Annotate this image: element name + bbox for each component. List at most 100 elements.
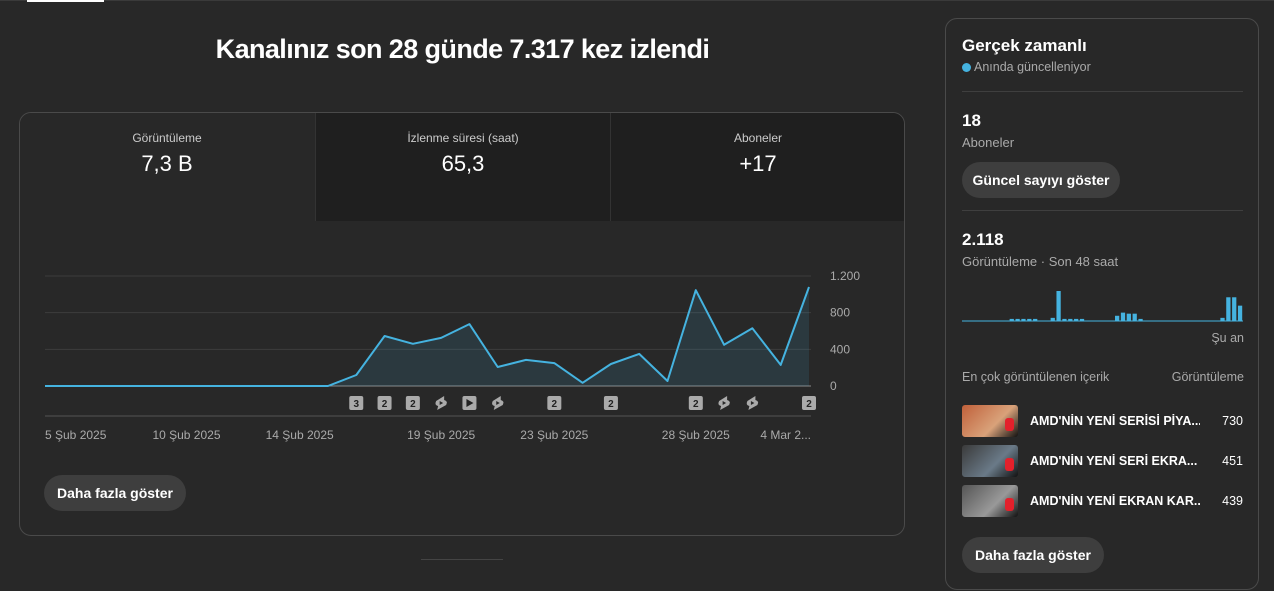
- item-views: 451: [1222, 454, 1243, 468]
- top-item[interactable]: AMD'NİN YENİ SERİSİ PİYA... 730: [962, 405, 1243, 437]
- hour-bar: [1120, 312, 1126, 321]
- hour-bar: [1009, 318, 1014, 321]
- hour-bar: [1015, 318, 1020, 321]
- top-item[interactable]: AMD'NİN YENİ SERİ EKRA... 451: [962, 445, 1243, 477]
- more-button[interactable]: Daha fazla göster: [962, 537, 1104, 573]
- top-heading: En çok görüntülenen içerik: [962, 370, 1110, 384]
- shorts-play: [439, 401, 444, 405]
- publish-marker[interactable]: 2: [603, 396, 618, 410]
- publish-marker[interactable]: [718, 396, 730, 410]
- hour-bar: [1074, 318, 1079, 321]
- hourly-chart: [962, 291, 1243, 322]
- x-tick-label: 19 Şub 2025: [407, 428, 475, 442]
- publish-marker[interactable]: [435, 396, 447, 410]
- marker-count: 2: [693, 399, 699, 410]
- separator: [962, 91, 1243, 92]
- metric-label: Aboneler: [733, 131, 783, 145]
- publish-marker[interactable]: 2: [377, 396, 392, 410]
- metric-value: +17: [739, 151, 777, 176]
- x-tick-label: 5 Şub 2025: [45, 428, 107, 442]
- item-title: AMD'NİN YENİ EKRAN KAR...: [1030, 494, 1200, 508]
- realtime-panel: Gerçek zamanlı Anında güncelleniyor 18 A…: [945, 18, 1259, 590]
- hour-bar: [1068, 318, 1073, 321]
- hour-bar: [1232, 297, 1237, 321]
- subscriber-label: Aboneler: [962, 135, 1015, 150]
- y-tick-label: 0: [830, 379, 837, 393]
- y-tick-label: 1.200: [830, 269, 860, 283]
- marker-badge: [603, 396, 618, 410]
- hour-bar: [1115, 315, 1120, 321]
- marker-count: 2: [806, 399, 812, 410]
- item-title: AMD'NİN YENİ SERİ EKRA...: [1030, 454, 1198, 468]
- thumbnail: [962, 445, 1018, 477]
- x-tick-label: 14 Şub 2025: [266, 428, 334, 442]
- metrics-card: Görüntüleme 7,3 B İzlenme süresi (saat) …: [19, 112, 905, 536]
- hour-bar: [1027, 318, 1032, 321]
- metric-tab[interactable]: İzlenme süresi (saat) 65,3: [315, 113, 610, 221]
- marker-count: 2: [410, 399, 416, 410]
- area: [45, 287, 809, 386]
- publish-marker[interactable]: 2: [547, 396, 562, 410]
- item-title: AMD'NİN YENİ SERİSİ PİYA...: [1030, 414, 1200, 428]
- more-button[interactable]: Daha fazla göster: [44, 475, 186, 511]
- marker-count: 3: [353, 399, 359, 410]
- separator: [962, 210, 1243, 211]
- item-views: 730: [1222, 414, 1243, 428]
- shorts-badge: [1005, 498, 1014, 511]
- metric-value: 65,3: [441, 151, 485, 176]
- hour-bar: [1226, 297, 1231, 321]
- thumbnail: [962, 405, 1018, 437]
- top-item[interactable]: AMD'NİN YENİ EKRAN KAR... 439: [962, 485, 1243, 517]
- hour-bar: [1132, 313, 1137, 321]
- shorts-play: [750, 401, 755, 405]
- hour-bar: [1056, 291, 1061, 321]
- publish-marker[interactable]: 2: [802, 396, 816, 410]
- hour-bar: [1138, 318, 1143, 321]
- marker-badge: [547, 396, 562, 410]
- top-metric: Görüntüleme: [1171, 370, 1244, 384]
- marker-badge: [802, 396, 816, 410]
- marker-count: 2: [382, 399, 388, 410]
- publish-marker[interactable]: 2: [405, 396, 420, 410]
- marker-badge: [405, 396, 420, 410]
- x-tick-label: 23 Şub 2025: [520, 428, 588, 442]
- status: Anında güncelleniyor: [974, 60, 1091, 74]
- shorts-badge: [1005, 418, 1014, 431]
- metric-tab[interactable]: Aboneler +17: [610, 113, 904, 221]
- views-count: 2.118: [962, 230, 1004, 249]
- y-tick-label: 800: [830, 306, 850, 320]
- hour-bar: [1126, 313, 1131, 321]
- play-icon: [466, 399, 474, 407]
- item-views: 439: [1222, 494, 1243, 508]
- x-tick-label: 4 Mar 2...: [760, 428, 811, 442]
- publish-marker[interactable]: 3: [349, 396, 364, 410]
- views-chart: 0 400 800 1.200 5 Şub 2025 10 Şub 2025 14 Şub …: [45, 269, 860, 442]
- panel-title: Gerçek zamanlı: [962, 36, 1087, 55]
- x-tick-label: 28 Şub 2025: [662, 428, 730, 442]
- show-count-button[interactable]: Güncel sayıyı göster: [962, 162, 1120, 198]
- hour-bar: [1220, 317, 1225, 321]
- publish-marker[interactable]: [746, 396, 759, 410]
- metric-value: 7,3 B: [141, 151, 193, 176]
- marker-badge: [349, 396, 364, 410]
- thumbnail: [962, 485, 1018, 517]
- marker-count: 2: [608, 399, 614, 410]
- shorts-play: [496, 401, 500, 405]
- marker-badge: [377, 396, 392, 410]
- metric-tab[interactable]: Görüntüleme 7,3 B: [20, 113, 314, 221]
- publish-marker[interactable]: [492, 396, 504, 410]
- shorts-play: [722, 401, 727, 405]
- hour-bar: [1050, 317, 1055, 321]
- hour-bar: [1021, 318, 1026, 321]
- y-tick-label: 400: [830, 342, 850, 356]
- line: [45, 286, 810, 387]
- now-label: Şu an: [1211, 331, 1244, 345]
- publish-marker[interactable]: 2: [688, 396, 703, 410]
- views-label: Görüntüleme · Son 48 saat: [962, 254, 1119, 269]
- hour-bar: [1237, 305, 1243, 321]
- shorts-badge: [1005, 458, 1014, 471]
- marker-count: 2: [552, 399, 558, 410]
- x-tick-label: 10 Şub 2025: [152, 428, 220, 442]
- publish-marker[interactable]: [462, 396, 477, 410]
